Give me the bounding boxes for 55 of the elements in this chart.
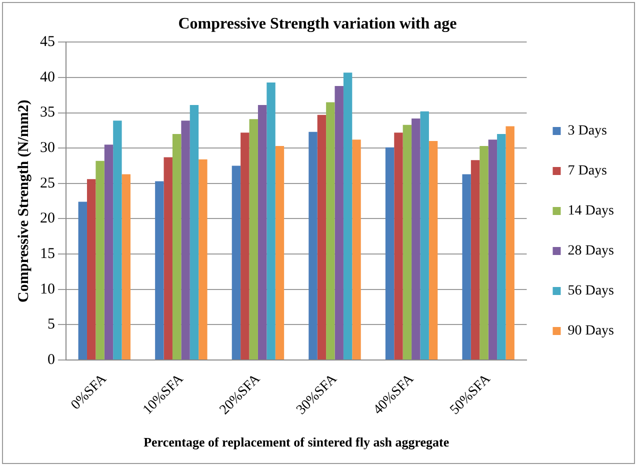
y-tick-label: 25: [40, 175, 55, 192]
bar: [113, 120, 122, 360]
y-tick-label: 45: [40, 34, 55, 50]
y-tick-label: 15: [40, 246, 55, 262]
bar: [275, 146, 284, 360]
legend-label: 56 Days: [568, 284, 614, 299]
bar: [394, 132, 403, 360]
bar: [488, 140, 498, 360]
y-axis-title: Compressive Strength (N/mm2): [16, 100, 32, 302]
bar: [420, 111, 429, 360]
bar: [86, 179, 96, 360]
legend-label: 90 Days: [568, 324, 614, 339]
bar: [232, 166, 241, 360]
legend-label: 7 Days: [568, 164, 608, 179]
bar: [104, 144, 114, 360]
y-tick-label: 30: [40, 140, 55, 156]
bar: [326, 102, 335, 360]
bar: [190, 105, 199, 360]
legend-label: 14 Days: [568, 204, 614, 219]
bar: [317, 114, 326, 360]
bar: [308, 132, 318, 360]
y-tick-label: 5: [48, 316, 55, 333]
bar: [462, 174, 471, 360]
bar: [78, 202, 87, 360]
bar: [352, 140, 361, 360]
bar: [497, 134, 506, 360]
bar: [240, 132, 250, 360]
bar: [402, 124, 412, 360]
bar: [164, 157, 172, 360]
y-tick-label: 0: [48, 352, 55, 368]
bar: [266, 82, 276, 360]
y-tick-label: 40: [40, 69, 55, 86]
bar: [198, 159, 208, 360]
bar: [334, 86, 344, 360]
bar: [172, 134, 182, 360]
bar: [412, 118, 420, 360]
bar: [385, 147, 394, 360]
bar: [96, 160, 104, 360]
bar: [155, 181, 164, 360]
bar: [249, 119, 258, 360]
bar: [258, 105, 267, 360]
y-tick-label: 10: [40, 281, 55, 298]
bar: [428, 141, 438, 360]
bar: [506, 126, 514, 360]
bar: [122, 174, 130, 360]
bar: [343, 72, 352, 360]
legend-label: 3 Days: [568, 124, 608, 139]
bar: [480, 146, 488, 360]
y-tick-label: 20: [40, 210, 55, 227]
chart-title: Compressive Strength variation with age: [178, 16, 457, 33]
y-tick-label: 35: [40, 104, 55, 121]
bar: [181, 120, 190, 360]
legend-label: 28 Days: [568, 244, 614, 259]
bar: [470, 160, 480, 360]
x-axis-title: Percentage of replacement of sintered fly ash aggregate: [144, 434, 450, 450]
